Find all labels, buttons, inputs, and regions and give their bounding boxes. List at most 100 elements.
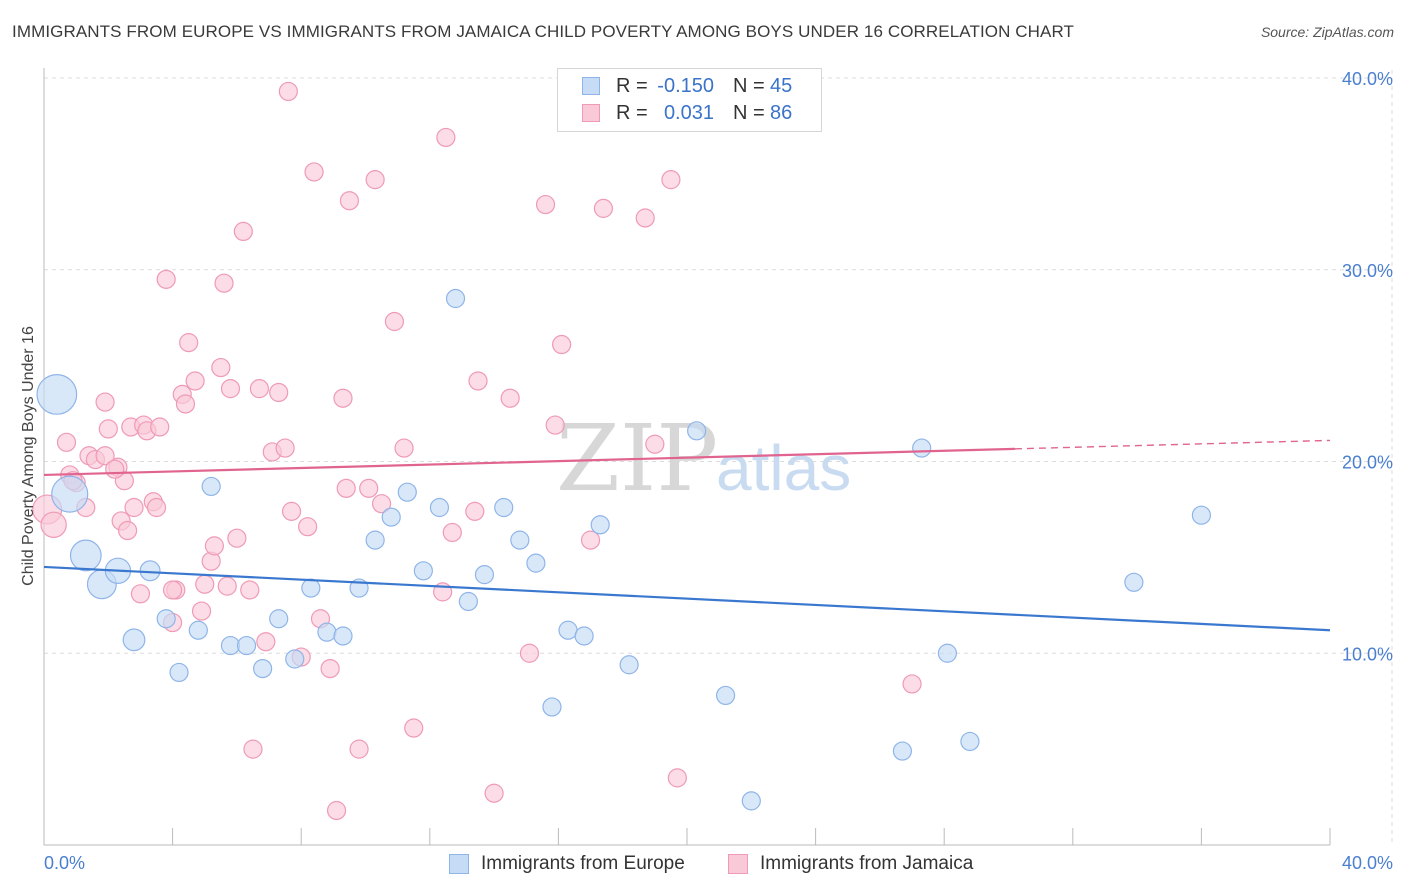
y-tick-label: 20.0% [1342, 453, 1393, 473]
data-point [413, 561, 433, 581]
data-point [146, 497, 167, 518]
data-point [442, 522, 462, 543]
data-point [519, 643, 540, 663]
data-point [465, 501, 485, 521]
data-point [269, 382, 289, 403]
data-point [326, 800, 347, 821]
data-point [552, 334, 572, 355]
data-point [429, 497, 450, 518]
data-point [253, 658, 273, 679]
data-point [156, 609, 176, 629]
data-point [445, 288, 466, 309]
data-point [365, 170, 385, 190]
legend-swatch-europe [449, 854, 469, 874]
data-point [902, 674, 922, 694]
data-point [204, 536, 224, 556]
watermark: ZIP atlas [556, 405, 851, 512]
data-point [217, 576, 237, 596]
data-point [236, 635, 257, 656]
data-point [122, 628, 146, 652]
data-point [188, 620, 208, 640]
data-point [275, 438, 295, 458]
data-point [95, 392, 115, 412]
data-point [269, 609, 289, 629]
data-point [590, 515, 610, 535]
y-tick-label: 40.0% [1342, 69, 1393, 89]
data-points [32, 81, 1212, 821]
n-value: 86 [770, 102, 793, 124]
data-point [40, 511, 67, 538]
data-point [484, 783, 504, 803]
data-point [937, 643, 958, 663]
data-point [339, 191, 360, 211]
data-point [468, 371, 488, 391]
x-tick-labels: 0.0% 40.0% [44, 853, 1393, 873]
data-point [333, 388, 353, 408]
data-point [130, 584, 151, 604]
data-point [645, 434, 665, 454]
data-point [349, 739, 369, 759]
data-point [169, 662, 189, 683]
data-point [510, 530, 530, 550]
data-point [619, 655, 639, 675]
data-point [580, 530, 601, 550]
gridlines [44, 70, 1393, 845]
data-point [333, 626, 353, 646]
data-point [715, 685, 736, 706]
data-point [98, 419, 118, 439]
legend-row-europe: R = -0.150 N = 45 [558, 74, 821, 100]
data-point [494, 497, 514, 518]
data-point [394, 438, 414, 458]
data-point [1124, 572, 1144, 592]
data-point [635, 208, 655, 228]
data-point [249, 379, 270, 399]
data-point [156, 269, 176, 289]
data-point [667, 768, 687, 788]
data-point [298, 517, 318, 537]
data-point [36, 373, 78, 415]
data-point [741, 791, 761, 811]
data-point [175, 394, 196, 414]
data-point [661, 170, 681, 190]
data-point [233, 221, 253, 241]
data-point [526, 553, 546, 573]
legend-label-europe: Immigrants from Europe [481, 853, 685, 874]
data-point [404, 718, 424, 738]
y-axis-label: Child Poverty Among Boys Under 16 [20, 326, 37, 586]
data-point [227, 528, 247, 548]
axes [43, 68, 1331, 846]
r-label: R = [616, 75, 648, 97]
y-tick-labels: 10.0% 20.0% 30.0% 40.0% [1342, 69, 1393, 664]
data-point [211, 357, 231, 378]
n-label: N = [733, 75, 765, 97]
x-tick-label: 0.0% [44, 853, 85, 873]
data-point [124, 497, 144, 518]
data-point [593, 198, 614, 218]
data-point [220, 635, 241, 656]
data-point [304, 162, 324, 182]
data-point [51, 475, 89, 513]
correlation-legend: R = -0.150 N = 45 R = 0.031 N = 86 [557, 68, 822, 132]
data-point [320, 658, 340, 679]
data-point [150, 417, 170, 437]
data-point [195, 574, 215, 594]
data-point [243, 739, 263, 759]
data-point [163, 580, 183, 600]
legend-row-jamaica: R = 0.031 N = 86 [558, 101, 821, 127]
data-point [285, 649, 305, 669]
r-label: R = [616, 102, 648, 124]
trend-lines [43, 439, 1331, 632]
data-point [220, 379, 241, 399]
data-point [892, 741, 913, 761]
y-tick-label: 10.0% [1342, 644, 1393, 664]
trend-line [43, 565, 1331, 632]
data-point [359, 478, 379, 498]
data-point [535, 194, 556, 215]
r-value: 0.031 [663, 102, 714, 124]
data-point [558, 620, 578, 640]
chart-title: IMMIGRANTS FROM EUROPE VS IMMIGRANTS FRO… [12, 22, 1075, 41]
data-point [185, 371, 205, 391]
r-value: -0.150 [657, 75, 714, 97]
data-point [95, 446, 115, 466]
